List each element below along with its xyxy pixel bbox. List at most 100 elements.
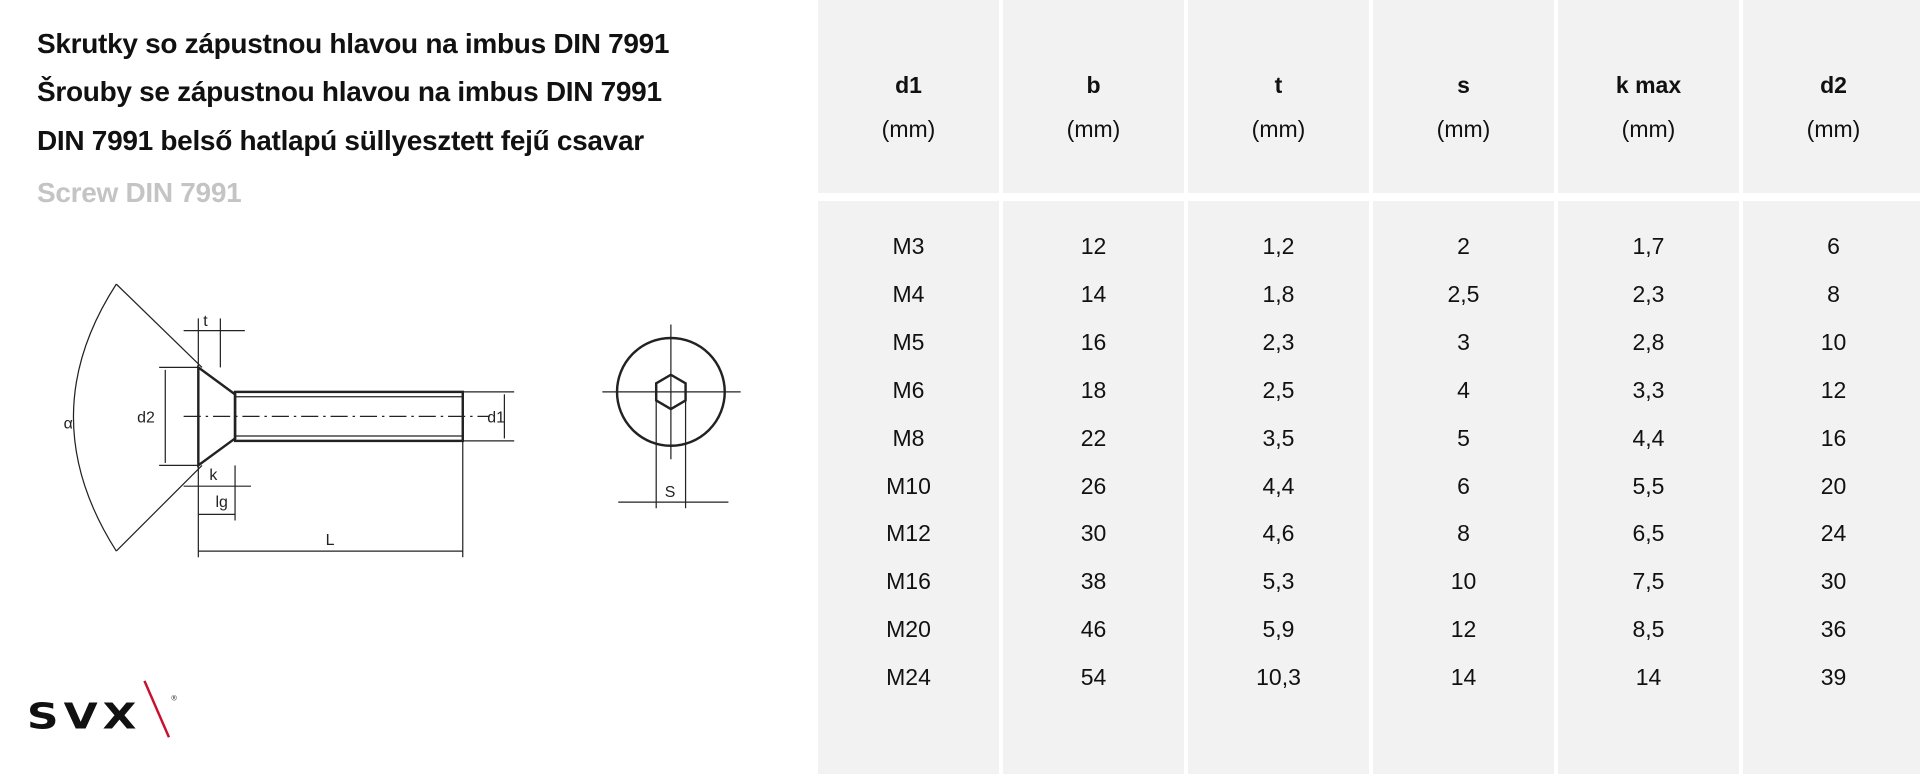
table-cell: 6 [1827,233,1840,259]
table-cell: 4,4 [1262,472,1295,499]
table-cell: 2,8 [1632,328,1665,355]
table-cell: 3,3 [1632,376,1665,403]
table-cell: 14 [1450,664,1477,691]
table-column: b (mm) 12 14 16 18 22 26 30 38 46 54 [1003,0,1184,774]
table-cell: 12 [1080,233,1107,259]
table-cell: 39 [1820,664,1847,691]
table-cell: 5,5 [1632,472,1665,499]
column-unit: (mm) [1436,116,1491,142]
table-cell: 36 [1820,616,1847,643]
label-k: k [209,467,217,484]
column-unit: (mm) [1066,116,1121,142]
table-cell: 22 [1080,424,1107,451]
column-unit: (mm) [1251,116,1306,142]
title-hu: DIN 7991 belső hatlapú süllyesztett fejű… [37,125,644,156]
svg-text:SVX: SVX [27,697,142,738]
table-cell: 1,2 [1262,233,1295,259]
svg-text:®: ® [171,694,177,703]
table-cell: 2 [1457,233,1470,259]
column-body [1373,201,1554,774]
table-cell: 16 [1820,424,1847,451]
column-body [1743,201,1920,774]
table-cell: M6 [892,376,925,403]
table-cell: 6 [1457,472,1470,499]
column-header: t (mm) [1188,0,1369,193]
table-column: t (mm) 1,2 1,8 2,3 2,5 3,5 4,4 4,6 5,3 5,9 10,3 [1188,0,1369,774]
table-cell: 3 [1457,328,1470,355]
table-cell: 54 [1080,664,1107,691]
table-cell: 4 [1457,376,1470,403]
table-cell: 3,5 [1262,424,1295,451]
table-cell: 5,9 [1262,616,1295,643]
column-body [1188,201,1369,774]
table-cell: 2,5 [1447,280,1480,307]
table-column: d1 (mm) M3 M4 M5 M6 M8 M10 M12 M16 M20 M24 [818,0,999,774]
table-cell: 8,5 [1632,616,1665,643]
table-cell: 4,4 [1632,424,1665,451]
table-cell: 26 [1080,472,1107,499]
column-unit: (mm) [1806,116,1861,142]
table-cell: 5,3 [1262,568,1295,595]
table-cell: 20 [1820,472,1847,499]
column-body [1558,201,1739,774]
column-unit: (mm) [1621,116,1676,142]
svx-logo: SVX ® [27,680,177,738]
table-cell: 10 [1450,568,1477,595]
column-header: d1 (mm) [818,0,999,193]
column-unit: (mm) [881,116,936,142]
column-name: b [1086,72,1101,98]
table-cell: 12 [1450,616,1477,643]
table-cell: 24 [1820,520,1847,547]
label-L: L [326,532,335,549]
label-s: S [665,484,676,501]
table-cell: 2,3 [1632,280,1665,307]
table-cell: M20 [886,616,931,643]
table-cell: 8 [1457,520,1470,547]
column-name: t [1274,72,1283,98]
column-header: s (mm) [1373,0,1554,193]
title-en: Screw DIN 7991 [37,177,242,208]
table-cell: 6,5 [1632,520,1665,547]
table-cell: M3 [892,233,925,259]
table-cell: 2,3 [1262,328,1295,355]
table-cell: 2,5 [1262,376,1295,403]
table-cell: 8 [1827,280,1840,307]
column-body [1003,201,1184,774]
column-header: k max (mm) [1558,0,1739,193]
table-cell: 7,5 [1632,568,1665,595]
table-cell: M16 [886,568,931,595]
table-cell: 5 [1457,424,1470,451]
table-cell: 10,3 [1256,664,1301,691]
column-name: d1 [895,72,922,98]
table-cell: 14 [1635,664,1662,691]
table-cell: 1,8 [1262,280,1295,307]
column-name: d2 [1820,72,1847,98]
table-cell: 18 [1080,376,1107,403]
label-alpha: α [64,416,73,433]
table-cell: M12 [886,520,931,547]
screw-technical-drawing: α t d2 d1 k lg L S SVX ® [27,283,741,738]
table-column: d2 (mm) 6 8 10 12 16 20 24 30 36 39 [1743,0,1920,774]
table-cell: M24 [886,664,931,691]
label-d2: d2 [137,410,155,427]
label-lg: lg [215,494,227,511]
table-cell: 14 [1080,280,1107,307]
table-cell: 38 [1080,568,1107,595]
title-sk: Skrutky so zápustnou hlavou na imbus DIN… [37,28,670,59]
table-cell: M5 [892,328,925,355]
column-name: s [1457,72,1470,98]
table-cell: 1,7 [1632,233,1665,259]
table-cell: 4,6 [1262,520,1295,547]
table-column: s (mm) 2 2,5 3 4 5 6 8 10 12 14 [1373,0,1554,774]
column-name: k max [1615,72,1682,98]
table-cell: 30 [1820,568,1847,595]
table-column: k max (mm) 1,7 2,3 2,8 3,3 4,4 5,5 6,5 7,5 8,5 14 [1558,0,1739,774]
label-t: t [203,313,208,330]
table-cell: M10 [886,472,931,499]
table-cell: 10 [1820,328,1847,355]
title-cz: Šrouby se zápustnou hlavou na imbus DIN … [37,76,662,107]
column-header: b (mm) [1003,0,1184,193]
table-cell: 46 [1080,616,1107,643]
column-body [818,201,999,774]
table-cell: M8 [892,424,925,451]
